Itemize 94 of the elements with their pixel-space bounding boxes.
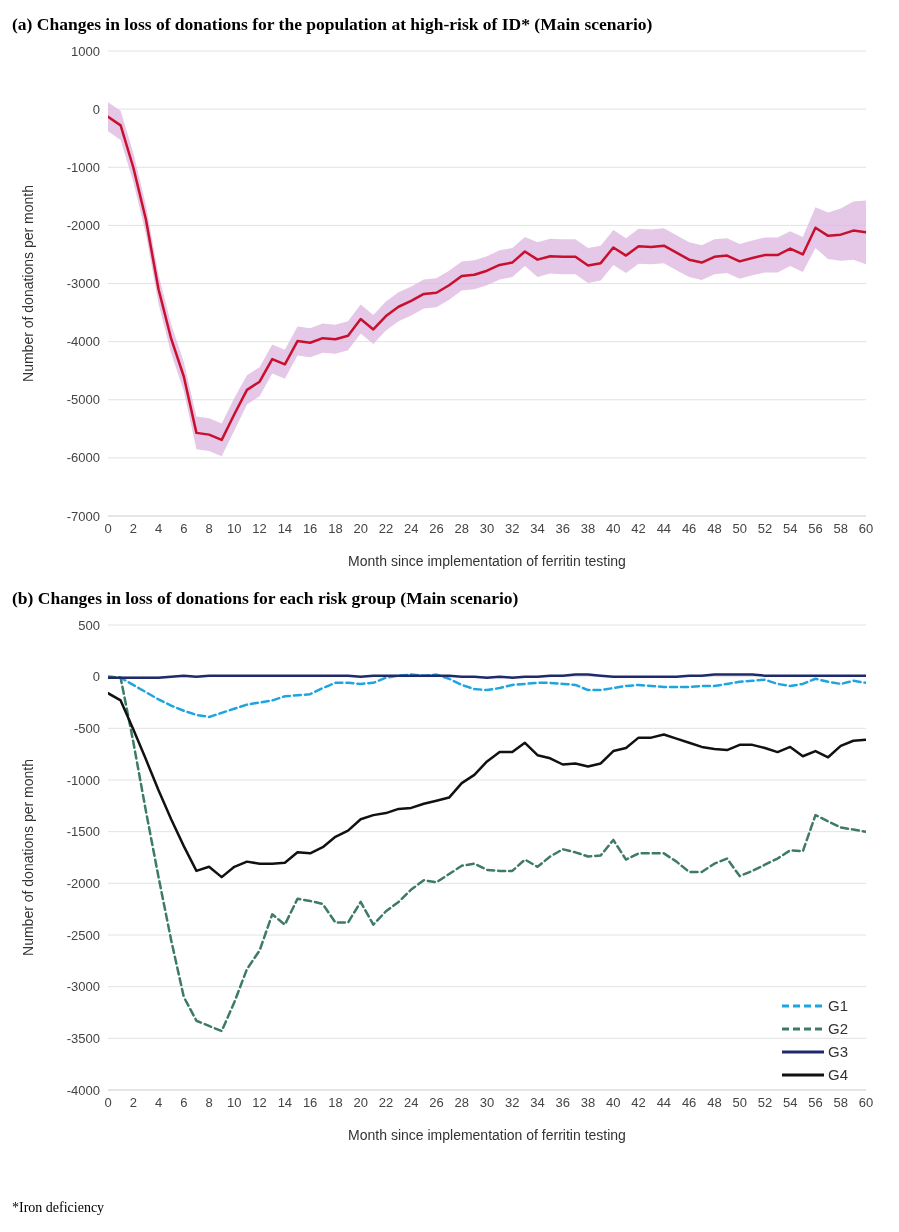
y-tick-label: -1000 [66,159,100,175]
x-tick-label: 50 [732,521,747,537]
x-tick-label: 56 [808,1095,823,1111]
legend-label: G4 [827,1066,848,1083]
x-tick-label: 30 [479,1095,495,1111]
y-tick-label: -3500 [66,1030,100,1046]
x-tick-label: 26 [429,521,444,537]
line-series [108,691,866,879]
x-tick-label: 4 [154,1095,163,1111]
line-series [108,675,866,1033]
x-tick-label: 54 [782,1095,798,1111]
x-tick-label: 12 [252,1095,267,1111]
x-tick-label: 42 [631,521,646,537]
y-axis-title: Number of donations per month [19,185,36,382]
x-tick-label: 20 [353,521,368,537]
x-tick-label: 32 [505,521,520,537]
y-tick-label: -4000 [66,334,100,350]
x-tick-label: 20 [353,1095,368,1111]
x-tick-label: 2 [129,1095,137,1111]
x-tick-label: 40 [606,1095,621,1111]
x-tick-label: 0 [104,521,112,537]
y-tick-label: -3000 [66,979,100,995]
x-tick-label: 36 [555,1095,571,1111]
x-tick-label: 4 [154,521,163,537]
x-tick-label: 56 [808,521,823,537]
x-tick-label: 8 [205,1095,213,1111]
legend-label: G3 [827,1043,848,1060]
x-tick-label: 50 [732,1095,747,1111]
x-tick-label: 10 [227,1095,242,1111]
y-tick-label: 1000 [71,43,100,59]
y-tick-label: -6000 [66,450,100,466]
y-tick-label: 500 [78,617,100,633]
x-tick-label: 38 [580,521,596,537]
x-tick-label: 58 [833,1095,848,1111]
x-tick-label: 8 [205,521,213,537]
x-tick-label: 0 [104,1095,112,1111]
y-axis-title: Number of donations per month [19,759,36,956]
x-tick-label: 16 [302,1095,318,1111]
x-tick-label: 58 [833,521,848,537]
x-tick-label: 28 [454,521,469,537]
x-tick-label: 30 [479,521,495,537]
x-tick-label: 52 [757,521,773,537]
y-tick-label: -2000 [66,875,100,891]
y-tick-label: 0 [92,101,100,117]
x-tick-label: 26 [429,1095,444,1111]
x-tick-label: 46 [681,521,697,537]
x-tick-label: 36 [555,521,571,537]
x-tick-label: 52 [757,1095,773,1111]
x-tick-label: 32 [505,1095,520,1111]
chart-title: (a) Changes in loss of donations for the population at high-risk of ID* (Main scenario) [11,13,654,36]
x-tick-label: 60 [858,1095,874,1111]
y-tick-label: -5000 [66,392,100,408]
x-tick-label: 44 [656,521,672,537]
text: *Iron deficiency [11,1200,106,1216]
x-tick-label: 40 [606,521,621,537]
x-tick-label: 34 [530,521,545,537]
x-axis-title: Month since implementation of ferritin testing [348,553,626,569]
x-tick-label: 14 [277,1095,293,1111]
x-tick-label: 28 [454,1095,469,1111]
x-tick-label: 54 [782,521,798,537]
legend-label: G2 [827,1020,848,1037]
x-tick-label: 48 [707,521,722,537]
x-tick-label: 46 [681,1095,697,1111]
x-tick-label: 22 [378,521,394,537]
x-tick-label: 14 [277,521,293,537]
y-tick-label: -1500 [66,824,100,840]
y-tick-label: -3000 [66,276,100,292]
legend-label: G1 [827,997,848,1014]
y-tick-label: -1000 [66,772,100,788]
x-tick-label: 44 [656,1095,672,1111]
x-tick-label: 34 [530,1095,545,1111]
y-tick-label: -2500 [66,927,100,943]
x-tick-label: 22 [378,1095,394,1111]
y-tick-label: -7000 [66,508,100,524]
x-tick-label: 16 [302,521,318,537]
chart-title: (b) Changes in loss of donations for each risk group (Main scenario) [11,587,520,610]
x-axis-title: Month since implementation of ferritin testing [348,1127,626,1143]
x-tick-label: 12 [252,521,267,537]
x-tick-label: 48 [707,1095,722,1111]
x-tick-label: 10 [227,521,242,537]
x-tick-label: 42 [631,1095,646,1111]
x-tick-label: 6 [180,1095,188,1111]
x-tick-label: 60 [858,521,874,537]
x-tick-label: 24 [403,521,419,537]
y-tick-label: 0 [92,669,100,685]
y-tick-label: -500 [73,720,100,736]
y-tick-label: -2000 [66,217,100,233]
x-tick-label: 18 [328,521,343,537]
x-tick-label: 38 [580,1095,596,1111]
x-tick-label: 2 [129,521,137,537]
y-tick-label: -4000 [66,1082,100,1098]
x-tick-label: 6 [180,521,188,537]
x-tick-label: 18 [328,1095,343,1111]
x-tick-label: 24 [403,1095,419,1111]
